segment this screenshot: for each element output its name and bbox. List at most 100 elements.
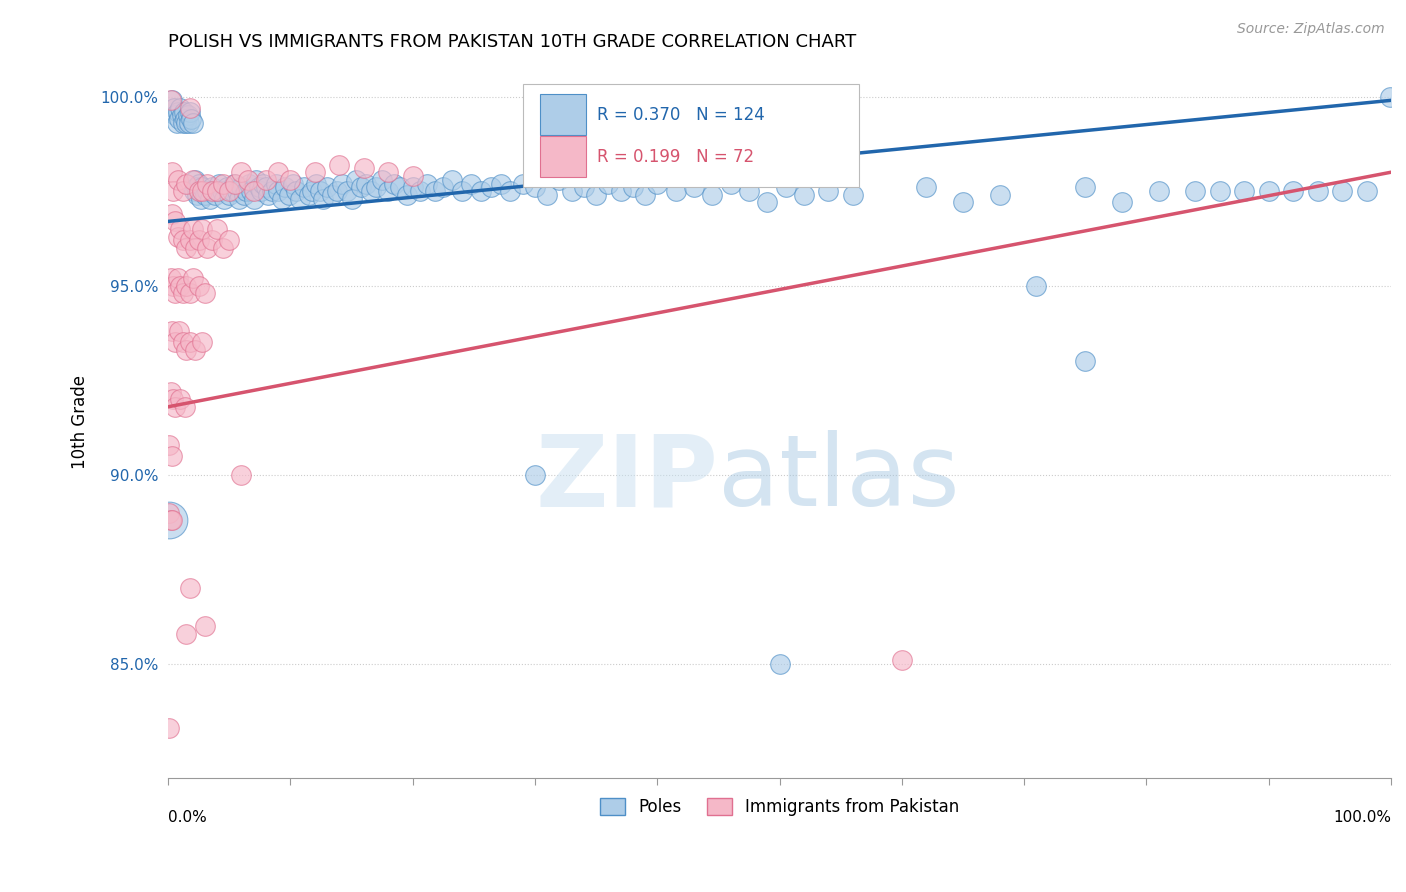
Point	[281, 177, 304, 191]
Point	[190, 192, 212, 206]
Point	[172, 286, 194, 301]
Point	[160, 324, 183, 338]
Point	[169, 392, 191, 407]
Point	[172, 116, 194, 130]
Point	[172, 335, 194, 350]
Point	[179, 104, 201, 119]
Point	[416, 177, 439, 191]
Point	[915, 180, 938, 194]
Point	[224, 177, 246, 191]
Point	[165, 335, 187, 350]
Point	[218, 184, 240, 198]
Point	[194, 619, 217, 633]
Point	[157, 437, 180, 451]
Point	[169, 222, 191, 236]
Point	[176, 343, 198, 357]
Text: R = 0.370   N = 124: R = 0.370 N = 124	[598, 105, 765, 123]
Point	[173, 104, 195, 119]
Point	[250, 184, 273, 198]
Point	[548, 173, 571, 187]
Point	[191, 335, 214, 350]
Point	[162, 278, 184, 293]
Point	[308, 184, 330, 198]
Point	[598, 177, 620, 191]
Point	[1306, 184, 1329, 198]
Point	[817, 184, 839, 198]
Point	[395, 188, 418, 202]
Point	[768, 657, 790, 671]
Point	[354, 177, 377, 191]
Point	[242, 184, 264, 198]
Point	[176, 108, 198, 122]
Point	[159, 271, 181, 285]
Point	[280, 173, 302, 187]
Point	[1378, 89, 1400, 103]
Text: Source: ZipAtlas.com: Source: ZipAtlas.com	[1237, 22, 1385, 37]
Point	[160, 449, 183, 463]
Point	[169, 101, 191, 115]
Point	[205, 184, 228, 198]
Point	[228, 192, 250, 206]
Point	[159, 513, 181, 527]
Point	[176, 116, 198, 130]
Point	[176, 627, 198, 641]
Point	[952, 195, 974, 210]
Point	[330, 177, 353, 191]
Point	[218, 188, 240, 202]
Text: R = 0.199   N = 72: R = 0.199 N = 72	[598, 148, 755, 166]
Y-axis label: 10th Grade: 10th Grade	[72, 375, 89, 469]
Point	[499, 184, 522, 198]
Point	[389, 180, 412, 194]
Point	[176, 177, 198, 191]
Point	[645, 177, 668, 191]
Point	[609, 184, 631, 198]
Point	[360, 184, 382, 198]
Point	[561, 184, 583, 198]
Point	[186, 180, 208, 194]
Point	[160, 93, 183, 107]
Point	[232, 188, 254, 202]
Point	[205, 184, 228, 198]
Point	[298, 188, 321, 202]
Point	[160, 207, 183, 221]
Point	[166, 173, 188, 187]
Point	[215, 180, 238, 194]
Point	[536, 188, 558, 202]
Text: POLISH VS IMMIGRANTS FROM PAKISTAN 10TH GRADE CORRELATION CHART: POLISH VS IMMIGRANTS FROM PAKISTAN 10TH …	[169, 33, 856, 51]
Point	[198, 192, 221, 206]
Point	[201, 233, 224, 247]
Point	[288, 192, 311, 206]
Point	[201, 184, 224, 198]
Point	[157, 722, 180, 736]
Point	[201, 180, 224, 194]
Point	[172, 184, 194, 198]
Point	[163, 101, 186, 115]
Point	[1074, 354, 1097, 368]
Point	[188, 184, 211, 198]
Point	[267, 165, 290, 179]
Legend: Poles, Immigrants from Pakistan: Poles, Immigrants from Pakistan	[593, 791, 966, 822]
Point	[184, 343, 207, 357]
Point	[470, 184, 492, 198]
Point	[179, 335, 201, 350]
Point	[225, 184, 247, 198]
Point	[160, 165, 183, 179]
Point	[336, 184, 359, 198]
Point	[231, 180, 253, 194]
Point	[240, 184, 263, 198]
Text: 100.0%: 100.0%	[1333, 810, 1391, 824]
Point	[172, 233, 194, 247]
Point	[187, 184, 209, 198]
Point	[195, 184, 218, 198]
Point	[179, 101, 201, 115]
Point	[304, 165, 326, 179]
Point	[165, 108, 187, 122]
Point	[756, 195, 779, 210]
Point	[194, 286, 217, 301]
Point	[181, 222, 204, 236]
Point	[254, 180, 277, 194]
Point	[169, 278, 191, 293]
Point	[174, 400, 197, 414]
Point	[775, 180, 797, 194]
Point	[1025, 278, 1047, 293]
